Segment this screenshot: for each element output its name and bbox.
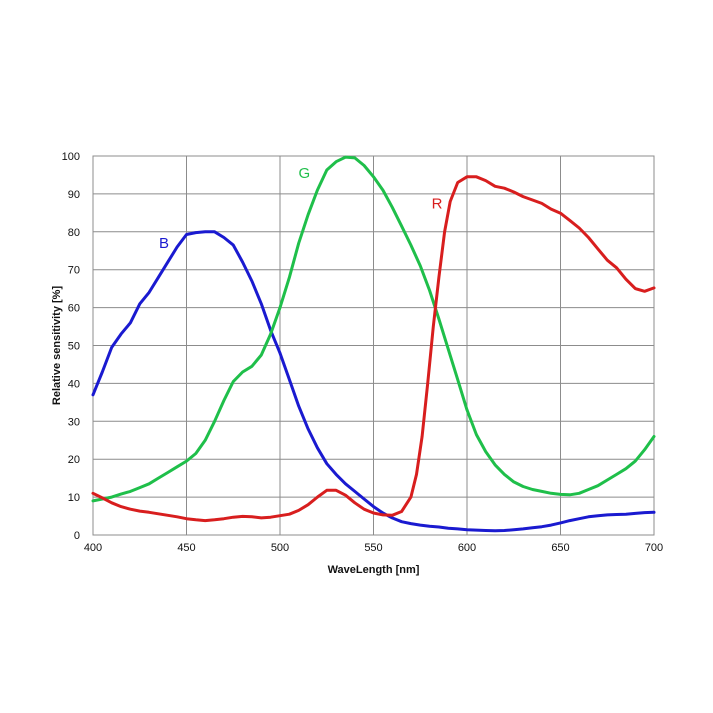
y-tick-label: 20 [68,454,80,466]
x-tick-label: 700 [645,542,663,554]
y-tick-label: 80 [68,227,80,239]
y-axis-tick-labels: 0 10 20 30 40 50 60 70 80 90 100 [62,151,80,542]
y-tick-label: 10 [68,492,80,504]
x-tick-label: 500 [271,542,289,554]
y-tick-label: 50 [68,341,80,353]
y-tick-label: 100 [62,151,80,163]
series-labels: B G R [159,165,443,252]
x-tick-label: 550 [364,542,382,554]
grid [92,155,655,536]
series-line-b [91,230,656,533]
y-tick-label: 40 [68,378,80,390]
y-tick-label: 0 [74,530,80,542]
series-line-r [91,175,656,523]
series-label-g: G [298,165,310,182]
y-tick-label: 60 [68,303,80,315]
plot-frame [92,155,655,536]
x-tick-label: 400 [84,542,102,554]
series-line-g [91,155,656,503]
series-lines [91,155,656,533]
x-axis-label: WaveLength [nm] [328,564,420,576]
x-tick-label: 650 [551,542,569,554]
y-tick-label: 90 [68,189,80,201]
series-label-r: R [432,195,443,212]
series-label-b: B [159,235,169,252]
x-axis-tick-labels: 400 450 500 550 600 650 700 [84,542,663,554]
y-axis-label: Relative sensitivity [%] [51,286,63,406]
x-tick-label: 600 [458,542,476,554]
x-tick-label: 450 [177,542,195,554]
y-tick-label: 70 [68,265,80,277]
y-tick-label: 30 [68,416,80,428]
